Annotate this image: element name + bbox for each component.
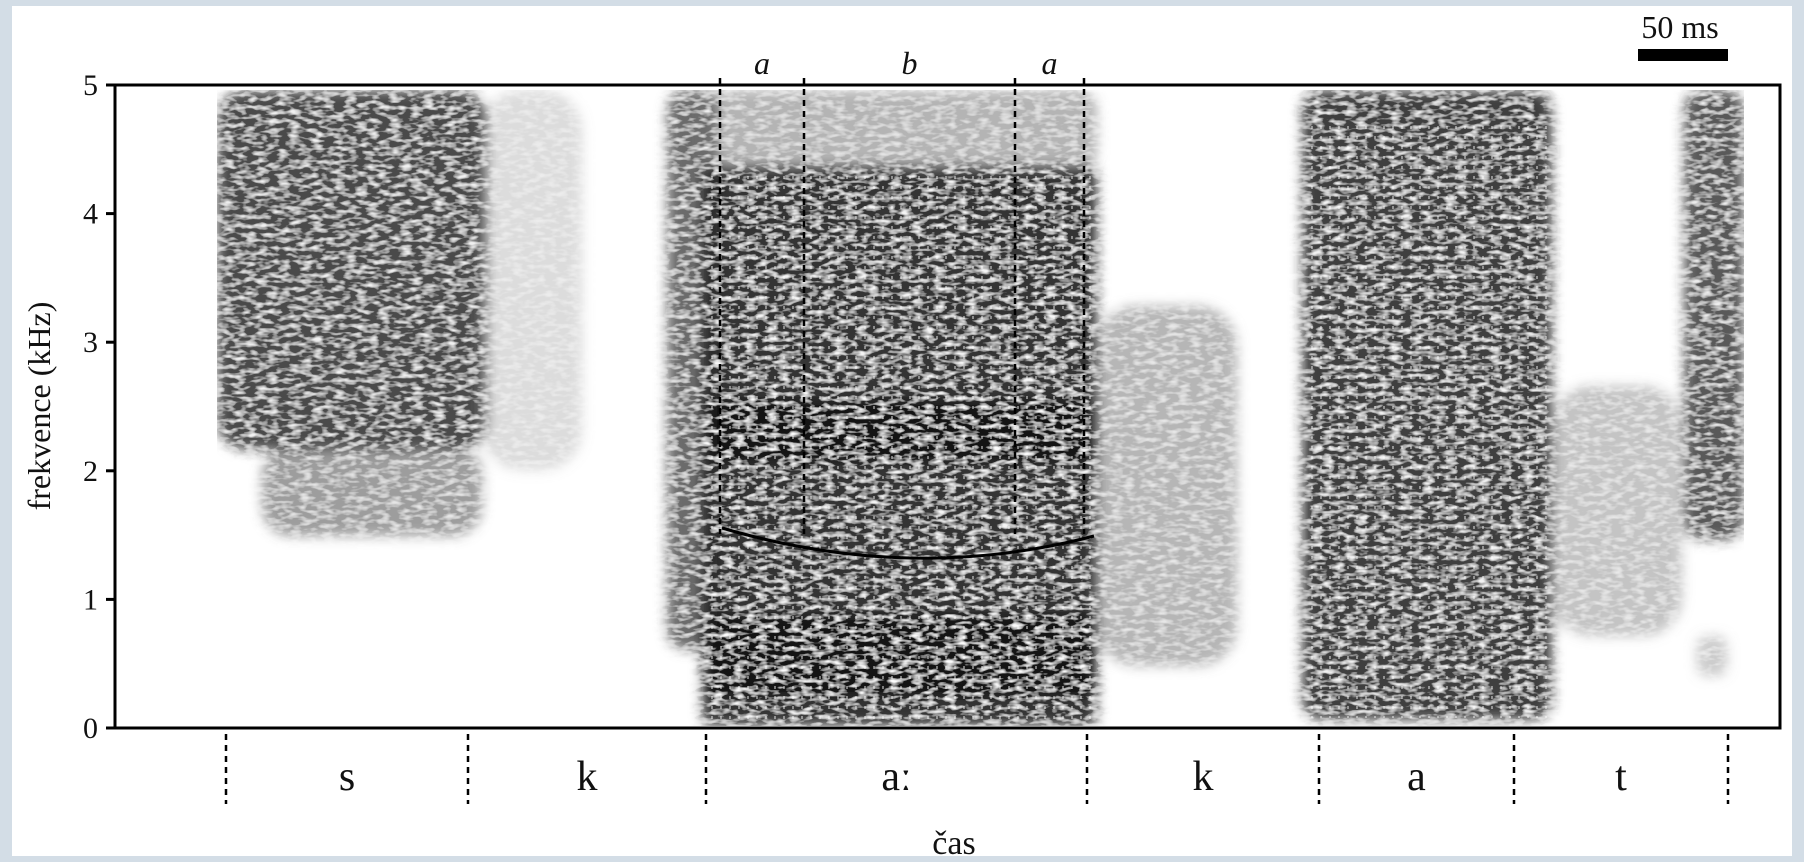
y-tick-label: 4 <box>83 198 98 231</box>
plot-frame <box>113 83 1782 730</box>
scale-bar <box>1638 49 1728 61</box>
x-axis-label: čas <box>932 825 975 856</box>
y-tick-label: 5 <box>83 69 98 102</box>
glottal-striations <box>711 126 1547 726</box>
spectrogram-figure: 0 1 2 3 4 5 frekvence (kHz) čas 50 ms s k aː k a t… <box>12 6 1792 856</box>
segment-label: t <box>1615 754 1627 800</box>
y-tick-label: 1 <box>83 583 98 616</box>
spectrogram-energy <box>217 90 1744 726</box>
y-axis: 0 1 2 3 4 5 <box>83 69 115 745</box>
segment-tier: s k aː k a t <box>224 734 1730 804</box>
formant-contour <box>721 526 1095 560</box>
segment-label: k <box>1193 754 1214 800</box>
y-tick-label: 3 <box>83 326 98 359</box>
subsegment-label: a <box>1042 45 1058 81</box>
segment-label: s <box>339 754 355 800</box>
y-axis-label: frekvence (kHz) <box>21 302 57 511</box>
segment-label: a <box>1407 754 1426 800</box>
spectrogram-chart: 0 1 2 3 4 5 frekvence (kHz) čas 50 ms s k aː k a t… <box>21 9 1782 856</box>
subsegment-label: a <box>754 45 770 81</box>
segment-label: aː <box>881 754 911 800</box>
subsegment-label: b <box>902 45 918 81</box>
y-tick-label: 0 <box>83 712 98 745</box>
segment-label: k <box>577 754 598 800</box>
scale-bar-label: 50 ms <box>1641 9 1718 45</box>
y-tick-label: 2 <box>83 455 98 488</box>
